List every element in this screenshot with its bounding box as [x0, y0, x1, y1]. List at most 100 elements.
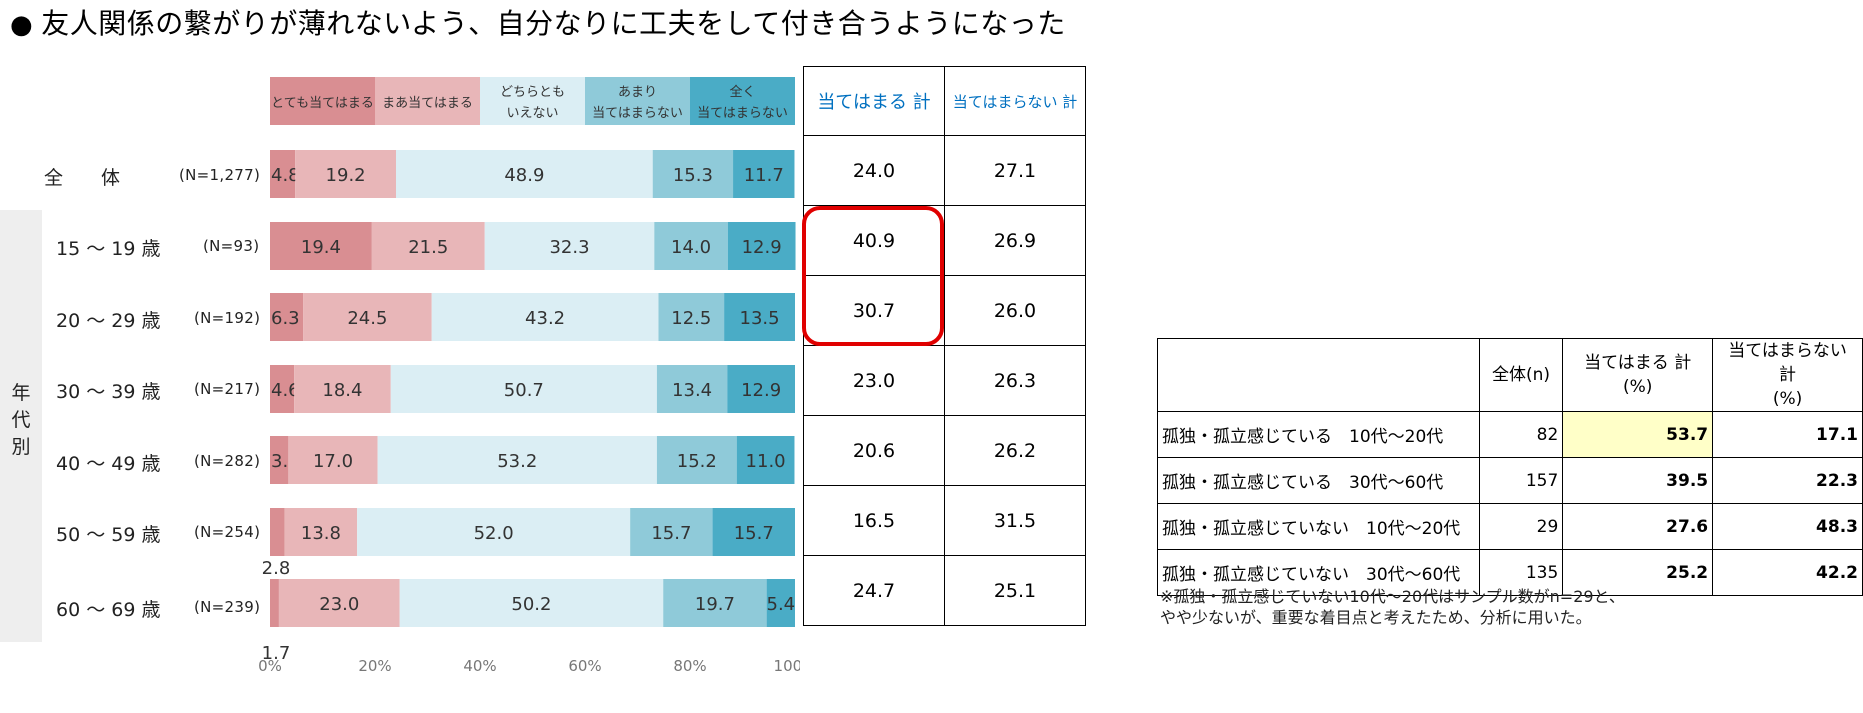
stacked-bar-chart: とても当てはまる まあ当てはまるどちらともいえないあまり当てはまらない全く当てはま… [258, 77, 800, 675]
age-group-label-char: 年 [11, 382, 31, 404]
bar-segment [295, 150, 396, 198]
summary-yes-cell: 40.9 [803, 205, 945, 276]
legend-label: 当てはまらない [592, 106, 683, 121]
comparison-row: 孤独・孤立感じている 30代～60代 157 39.5 22.3 [1157, 457, 1863, 504]
highlight-box [802, 206, 944, 346]
bar-value-label: 19.2 [326, 165, 366, 186]
row-n-total: (N=1,277) [179, 166, 261, 184]
chart-title: ● 友人関係の繋がりが薄れないよう、自分なりに工夫をして付き合うようになった [10, 2, 1066, 42]
summary-yes-cell: 24.0 [803, 135, 945, 206]
comparison-row: 孤独・孤立感じていない 10代～20代 29 27.6 48.3 [1157, 503, 1863, 550]
bar-value-label: 53.2 [497, 451, 537, 472]
bar-value-label: 4.6 [271, 380, 300, 401]
row-n-50-59: (N=254) [194, 523, 261, 541]
row-label-20-29: 20 ～ 29 歳 [56, 310, 161, 332]
summary-row: 30.7 26.0 [803, 275, 1086, 346]
bar-segment [656, 365, 728, 413]
bar-segment [399, 579, 664, 627]
bar-segment [294, 365, 391, 413]
bar-segment [654, 222, 728, 270]
summary-no-cell: 25.1 [944, 555, 1086, 626]
row-n-20-29: (N=192) [194, 309, 261, 327]
comparison-header-blank [1157, 338, 1480, 412]
footnote-line: ※孤独・孤立感じていない10代～20代はサンプル数がn=29と、 [1160, 587, 1625, 606]
summary-table: 当てはまる 計 当てはまらない 計 24.0 27.1 40.9 26.9 30… [803, 66, 1086, 626]
bar-value-label: 52.0 [474, 523, 514, 544]
comparison-row-n: 157 [1478, 457, 1564, 504]
comparison-table: 全体(n) 当てはまる 計 (%) 当てはまらない 計 (%) 孤独・孤立感じて… [1157, 338, 1863, 596]
row-n-40-49: (N=282) [194, 452, 261, 470]
bar-value-label: 12.9 [742, 237, 782, 258]
bar-segment [303, 293, 432, 341]
x-tick-label: 0% [258, 657, 282, 675]
legend-label: とても当てはまる [271, 96, 374, 111]
age-group-label: 年 代 別 [6, 380, 36, 461]
legend-swatch [585, 77, 690, 125]
bar-segment [284, 508, 358, 556]
legend-label: まあ当てはまる [382, 96, 473, 111]
bar-segment [766, 579, 795, 627]
bar-segment [390, 365, 657, 413]
bar-value-label: 6.3 [271, 308, 300, 329]
summary-no-cell: 31.5 [944, 485, 1086, 556]
footnote: ※孤独・孤立感じていない10代～20代はサンプル数がn=29と、 やや少ないが、… [1160, 586, 1625, 628]
comparison-row-yes: 27.6 [1562, 503, 1714, 550]
bar-value-label: 43.2 [525, 308, 565, 329]
bar-value-label: 13.8 [301, 523, 341, 544]
legend-label: いえない [506, 106, 558, 121]
x-tick-label: 100% [774, 657, 800, 675]
row-n-30-39: (N=217) [194, 380, 261, 398]
bar-segment [652, 150, 734, 198]
bar-segment [377, 436, 657, 484]
bar-value-label: 48.9 [504, 165, 544, 186]
bar-segment [656, 436, 737, 484]
bar-value-label: 19.7 [695, 594, 735, 615]
comparison-row-label: 孤独・孤立感じている 30代～60代 [1157, 457, 1480, 504]
summary-no-cell: 26.3 [944, 345, 1086, 416]
summary-row: 24.0 27.1 [803, 135, 1086, 206]
age-group-label-char: 代 [11, 409, 31, 431]
comparison-header-yes-line2: (%) [1622, 377, 1653, 397]
row-label-total: 全 体 [44, 167, 121, 189]
bar-value-label: 13.5 [740, 308, 780, 329]
summary-yes-cell: 16.5 [803, 485, 945, 556]
summary-yes-cell: 23.0 [803, 345, 945, 416]
bar-segment [270, 508, 285, 556]
bar-value-label: 2.8 [262, 558, 291, 579]
bar-segment [270, 150, 296, 198]
bar-value-label: 1.7 [262, 643, 291, 664]
comparison-row-no: 22.3 [1712, 457, 1863, 504]
bar-value-label: 21.5 [408, 237, 448, 258]
bar-segment [736, 436, 795, 484]
bar-value-label: 13.4 [672, 380, 712, 401]
bar-segment [396, 150, 653, 198]
comparison-header-row: 全体(n) 当てはまる 計 (%) 当てはまらない 計 (%) [1157, 338, 1863, 412]
bar-segment [270, 222, 372, 270]
summary-row: 24.7 25.1 [803, 555, 1086, 626]
bar-segment [270, 293, 304, 341]
title-text: 友人関係の繋がりが薄れないよう、自分なりに工夫をして付き合うようになった [41, 7, 1066, 40]
bar-segment [371, 222, 485, 270]
bar-segment [733, 150, 795, 198]
comparison-row-label: 孤独・孤立感じていない 10代～20代 [1157, 503, 1480, 550]
row-label-15-19: 15 ～ 19 歳 [56, 238, 161, 260]
bar-segment [663, 579, 767, 627]
summary-row: 16.5 31.5 [803, 485, 1086, 556]
bar-value-label: 12.5 [671, 308, 711, 329]
summary-no-cell: 26.0 [944, 275, 1086, 346]
x-tick-label: 80% [673, 657, 706, 675]
bar-segment [357, 508, 631, 556]
row-n-15-19: (N=93) [203, 237, 260, 255]
summary-no-cell: 26.2 [944, 415, 1086, 486]
bar-value-label: 5.4 [767, 594, 796, 615]
bar-segment [270, 579, 279, 627]
comparison-row-no: 17.1 [1712, 411, 1863, 458]
bar-segment [630, 508, 713, 556]
comparison-row: 孤独・孤立感じている 10代～20代 82 53.7 17.1 [1157, 411, 1863, 458]
x-tick-label: 20% [358, 657, 391, 675]
footnote-line: やや少ないが、重要な着目点と考えたため、分析に用いた。 [1160, 608, 1592, 627]
bar-value-label: 50.7 [504, 380, 544, 401]
bar-value-label: 14.0 [671, 237, 711, 258]
bar-value-label: 11.7 [744, 165, 784, 186]
summary-yes-cell: 24.7 [803, 555, 945, 626]
